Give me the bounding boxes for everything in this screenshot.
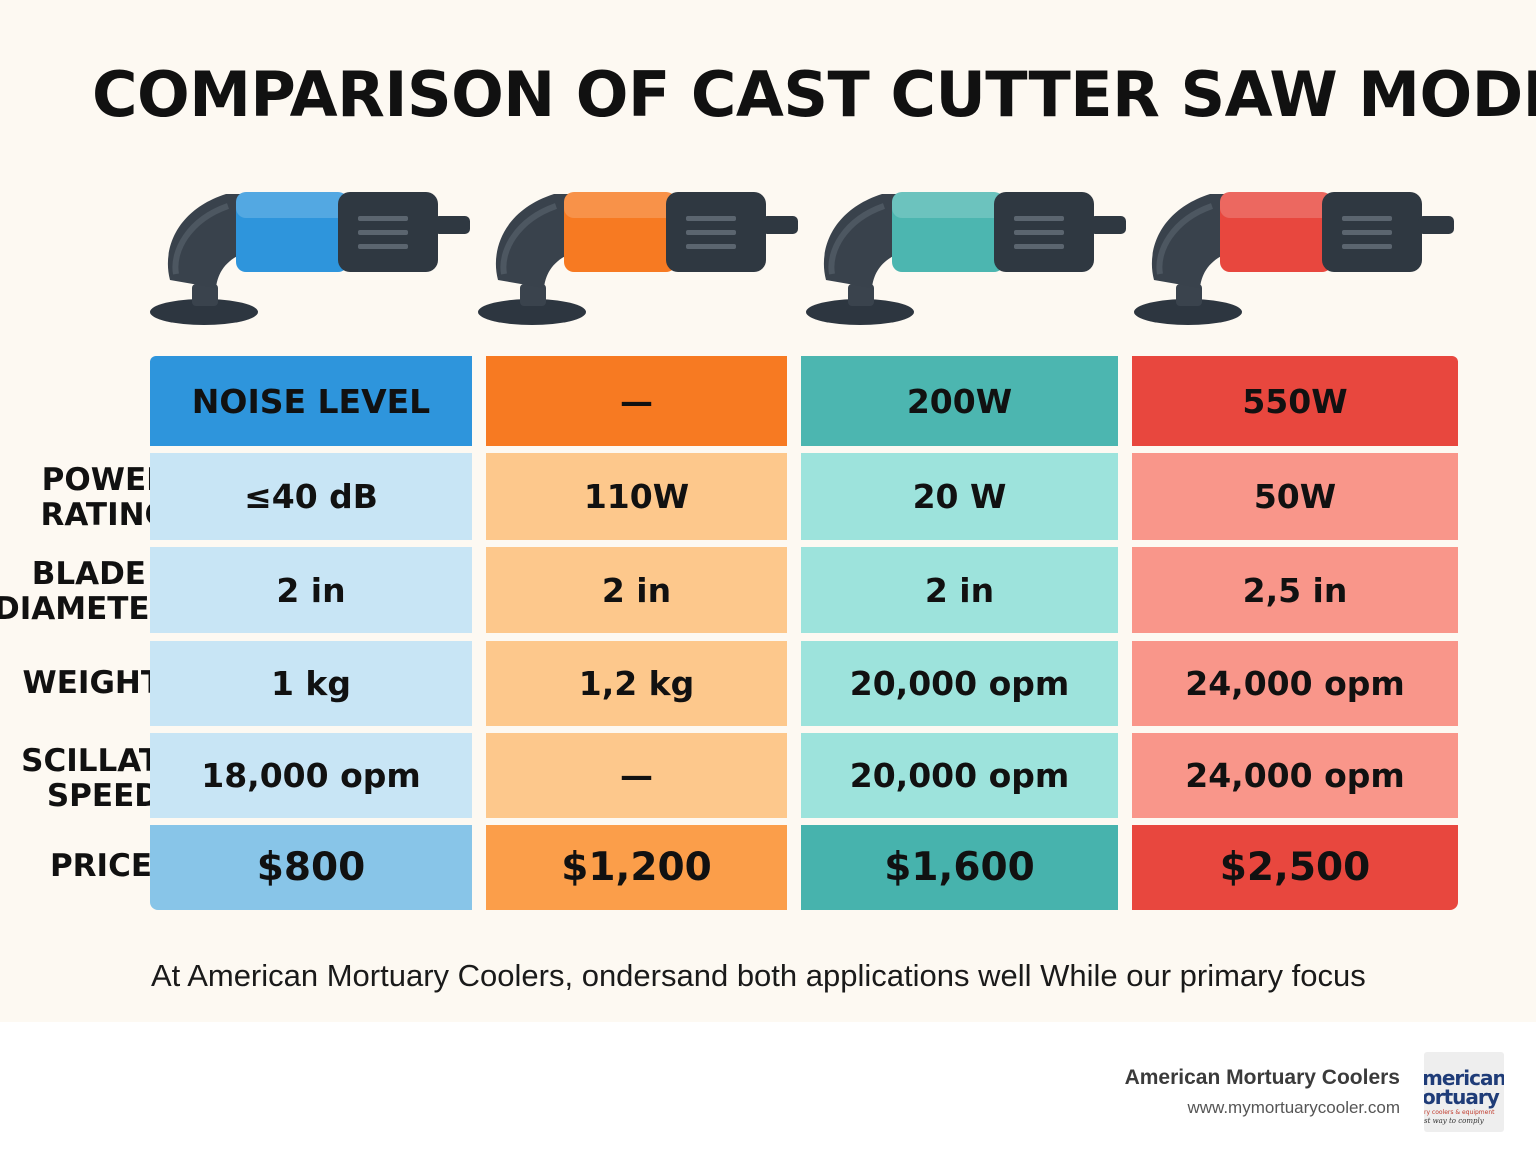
value-cell-red: 50W [1132,453,1458,540]
brand-url[interactable]: www.mymortuarycooler.com [1187,1098,1400,1117]
brand-name: American Mortuary Coolers [1124,1066,1400,1089]
row-label-power-rating: POWER RATING [0,463,170,533]
header-cell-blue: NOISE LEVEL [150,356,472,446]
header-cell-orange: — [486,356,787,446]
row-label-line: BLADE [31,556,146,592]
header-cell-red: 550W [1132,356,1458,446]
price-cell-teal: $1,600 [801,825,1118,910]
value-cell-teal: 20 W [801,453,1118,540]
infographic-canvas: COMPARISON OF CAST CUTTER SAW MODELS POW… [0,0,1536,1022]
price-cell-red: $2,500 [1132,825,1458,910]
cast-saw-teal-icon [792,180,1126,330]
cast-saw-orange-icon [464,180,798,330]
value-cell-orange: — [486,733,787,818]
cast-saw-blue-icon [136,180,470,330]
caption-text: At American Mortuary Coolers, ondersand … [151,958,1366,993]
page-title: COMPARISON OF CAST CUTTER SAW MODELS [92,58,1536,131]
row-label-line: SCILLAT [21,743,160,779]
row-label-blade-diameter: BLADE DIAMETER [0,556,174,627]
value-cell-blue: 2 in [150,547,472,633]
value-cell-orange: 2 in [486,547,787,633]
cast-saw-red-icon [1120,180,1454,330]
value-cell-red: 24,000 opm [1132,733,1458,818]
value-cell-teal: 20,000 opm [801,641,1118,726]
value-cell-teal: 2 in [801,547,1118,633]
brand-logo: merican ortuary ry coolers & equipment s… [1424,1052,1504,1132]
row-label-line: POWER [41,462,170,498]
logo-text-line: merican [1424,1066,1504,1090]
row-label-oscillation-speed: SCILLAT SPEED [0,744,160,814]
value-cell-blue: ≤40 dB [150,453,472,540]
header-cell-teal: 200W [801,356,1118,446]
row-label-line: RATING [40,497,170,533]
row-label-line: SPEED [46,778,160,814]
value-cell-orange: 1,2 kg [486,641,787,726]
value-cell-teal: 20,000 opm [801,733,1118,818]
value-cell-red: 24,000 opm [1132,641,1458,726]
logo-text-line: st way to comply [1424,1117,1484,1125]
footer-brand: American Mortuary Coolers www.mymortuary… [1125,1066,1400,1118]
row-label-line: WEIGHT [22,665,162,701]
row-label-line: DIAMETER [0,591,174,627]
value-cell-blue: 18,000 opm [150,733,472,818]
value-cell-orange: 110W [486,453,787,540]
value-cell-blue: 1 kg [150,641,472,726]
logo-text-line: ry coolers & equipment [1424,1109,1495,1116]
logo-text-line: ortuary [1424,1085,1500,1109]
price-cell-blue: $800 [150,825,472,910]
price-cell-orange: $1,200 [486,825,787,910]
row-label-line: PRICE [49,848,152,884]
value-cell-red: 2,5 in [1132,547,1458,633]
row-label-price: PRICE [0,849,152,884]
row-label-weight: WEIGHT [0,666,162,701]
